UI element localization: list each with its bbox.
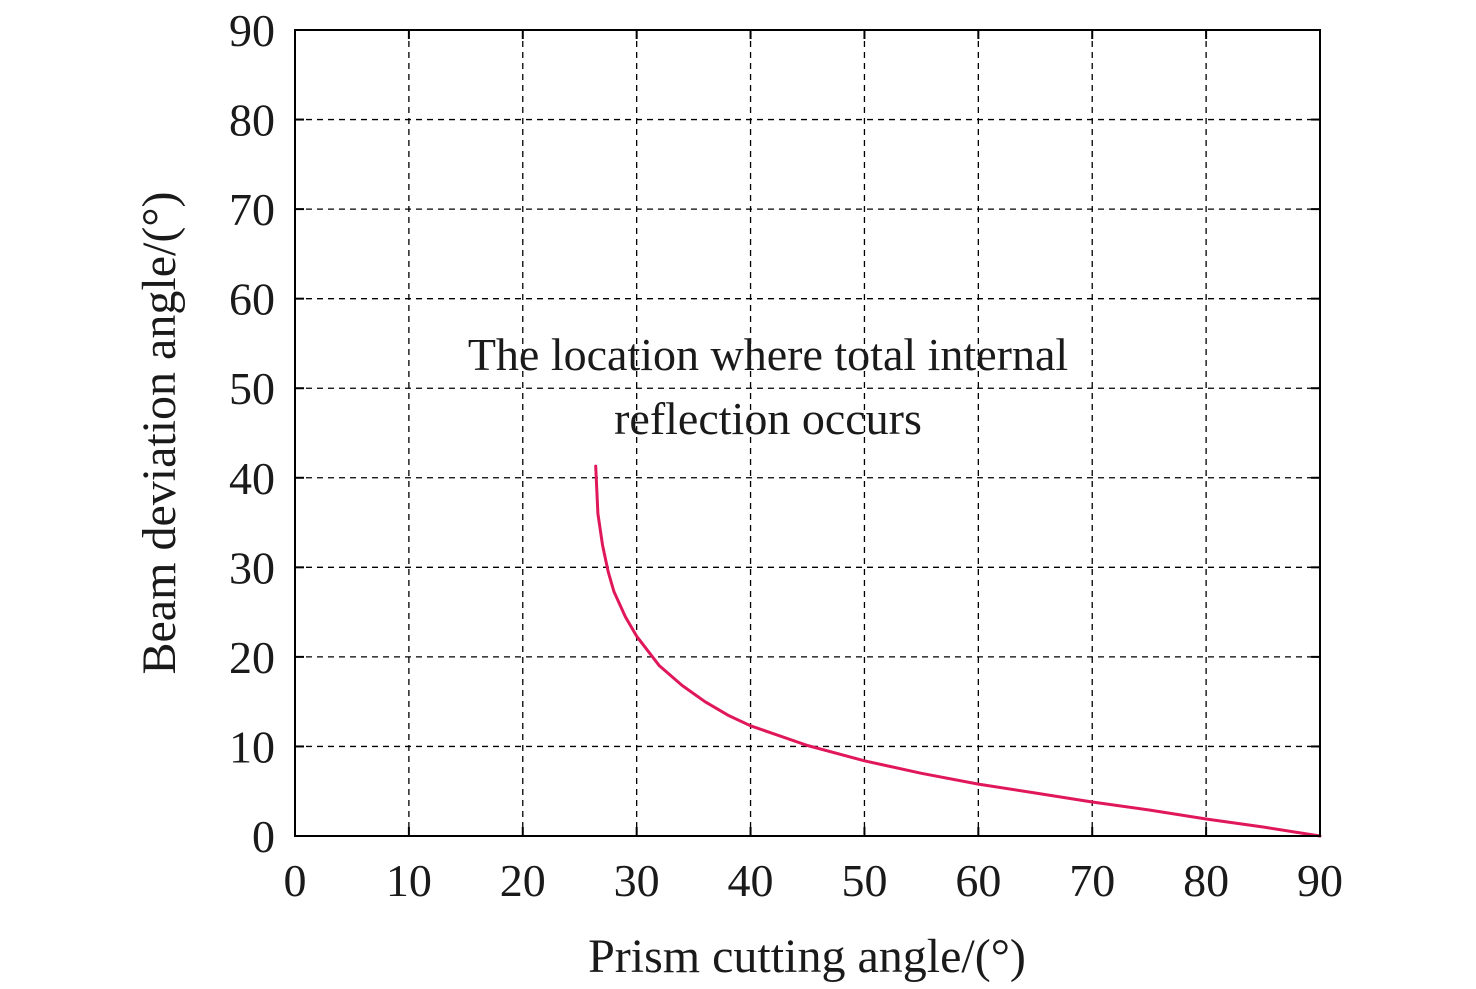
y-tick-label: 30 <box>229 542 275 593</box>
y-tick-label: 90 <box>229 5 275 56</box>
y-tick-labels: 0 10 20 30 40 50 60 70 80 90 <box>229 5 275 862</box>
plot-area-frame <box>294 29 1321 837</box>
series-line <box>594 464 1322 838</box>
y-tick-label: 70 <box>229 184 275 235</box>
grid-lines <box>295 30 1320 836</box>
x-tick-label: 90 <box>1297 855 1343 906</box>
y-tick-label: 40 <box>229 453 275 504</box>
y-axis-label: Beam deviation angle/(°) <box>133 191 186 674</box>
x-tick-label: 60 <box>955 855 1001 906</box>
x-tick-label: 20 <box>500 855 546 906</box>
series-layer <box>594 464 1322 838</box>
x-tick-label: 30 <box>614 855 660 906</box>
x-tick-label: 40 <box>728 855 774 906</box>
annotation-line-1: The location where total internal <box>468 329 1068 380</box>
x-tick-label: 10 <box>386 855 432 906</box>
x-axis-label: Prism cutting angle/(°) <box>588 930 1026 983</box>
y-tick-label: 0 <box>252 811 275 862</box>
y-tick-label: 60 <box>229 274 275 325</box>
x-tick-label: 0 <box>284 855 307 906</box>
axis-ticks <box>294 29 1321 837</box>
y-tick-label: 80 <box>229 95 275 146</box>
y-tick-label: 10 <box>229 721 275 772</box>
x-tick-label: 50 <box>841 855 887 906</box>
annotation-line-2: reflection occurs <box>614 393 922 444</box>
x-tick-labels: 0 10 20 30 40 50 60 70 80 90 <box>284 855 1344 906</box>
y-tick-label: 50 <box>229 363 275 414</box>
y-tick-label: 20 <box>229 632 275 683</box>
x-tick-label: 80 <box>1183 855 1229 906</box>
x-tick-label: 70 <box>1069 855 1115 906</box>
